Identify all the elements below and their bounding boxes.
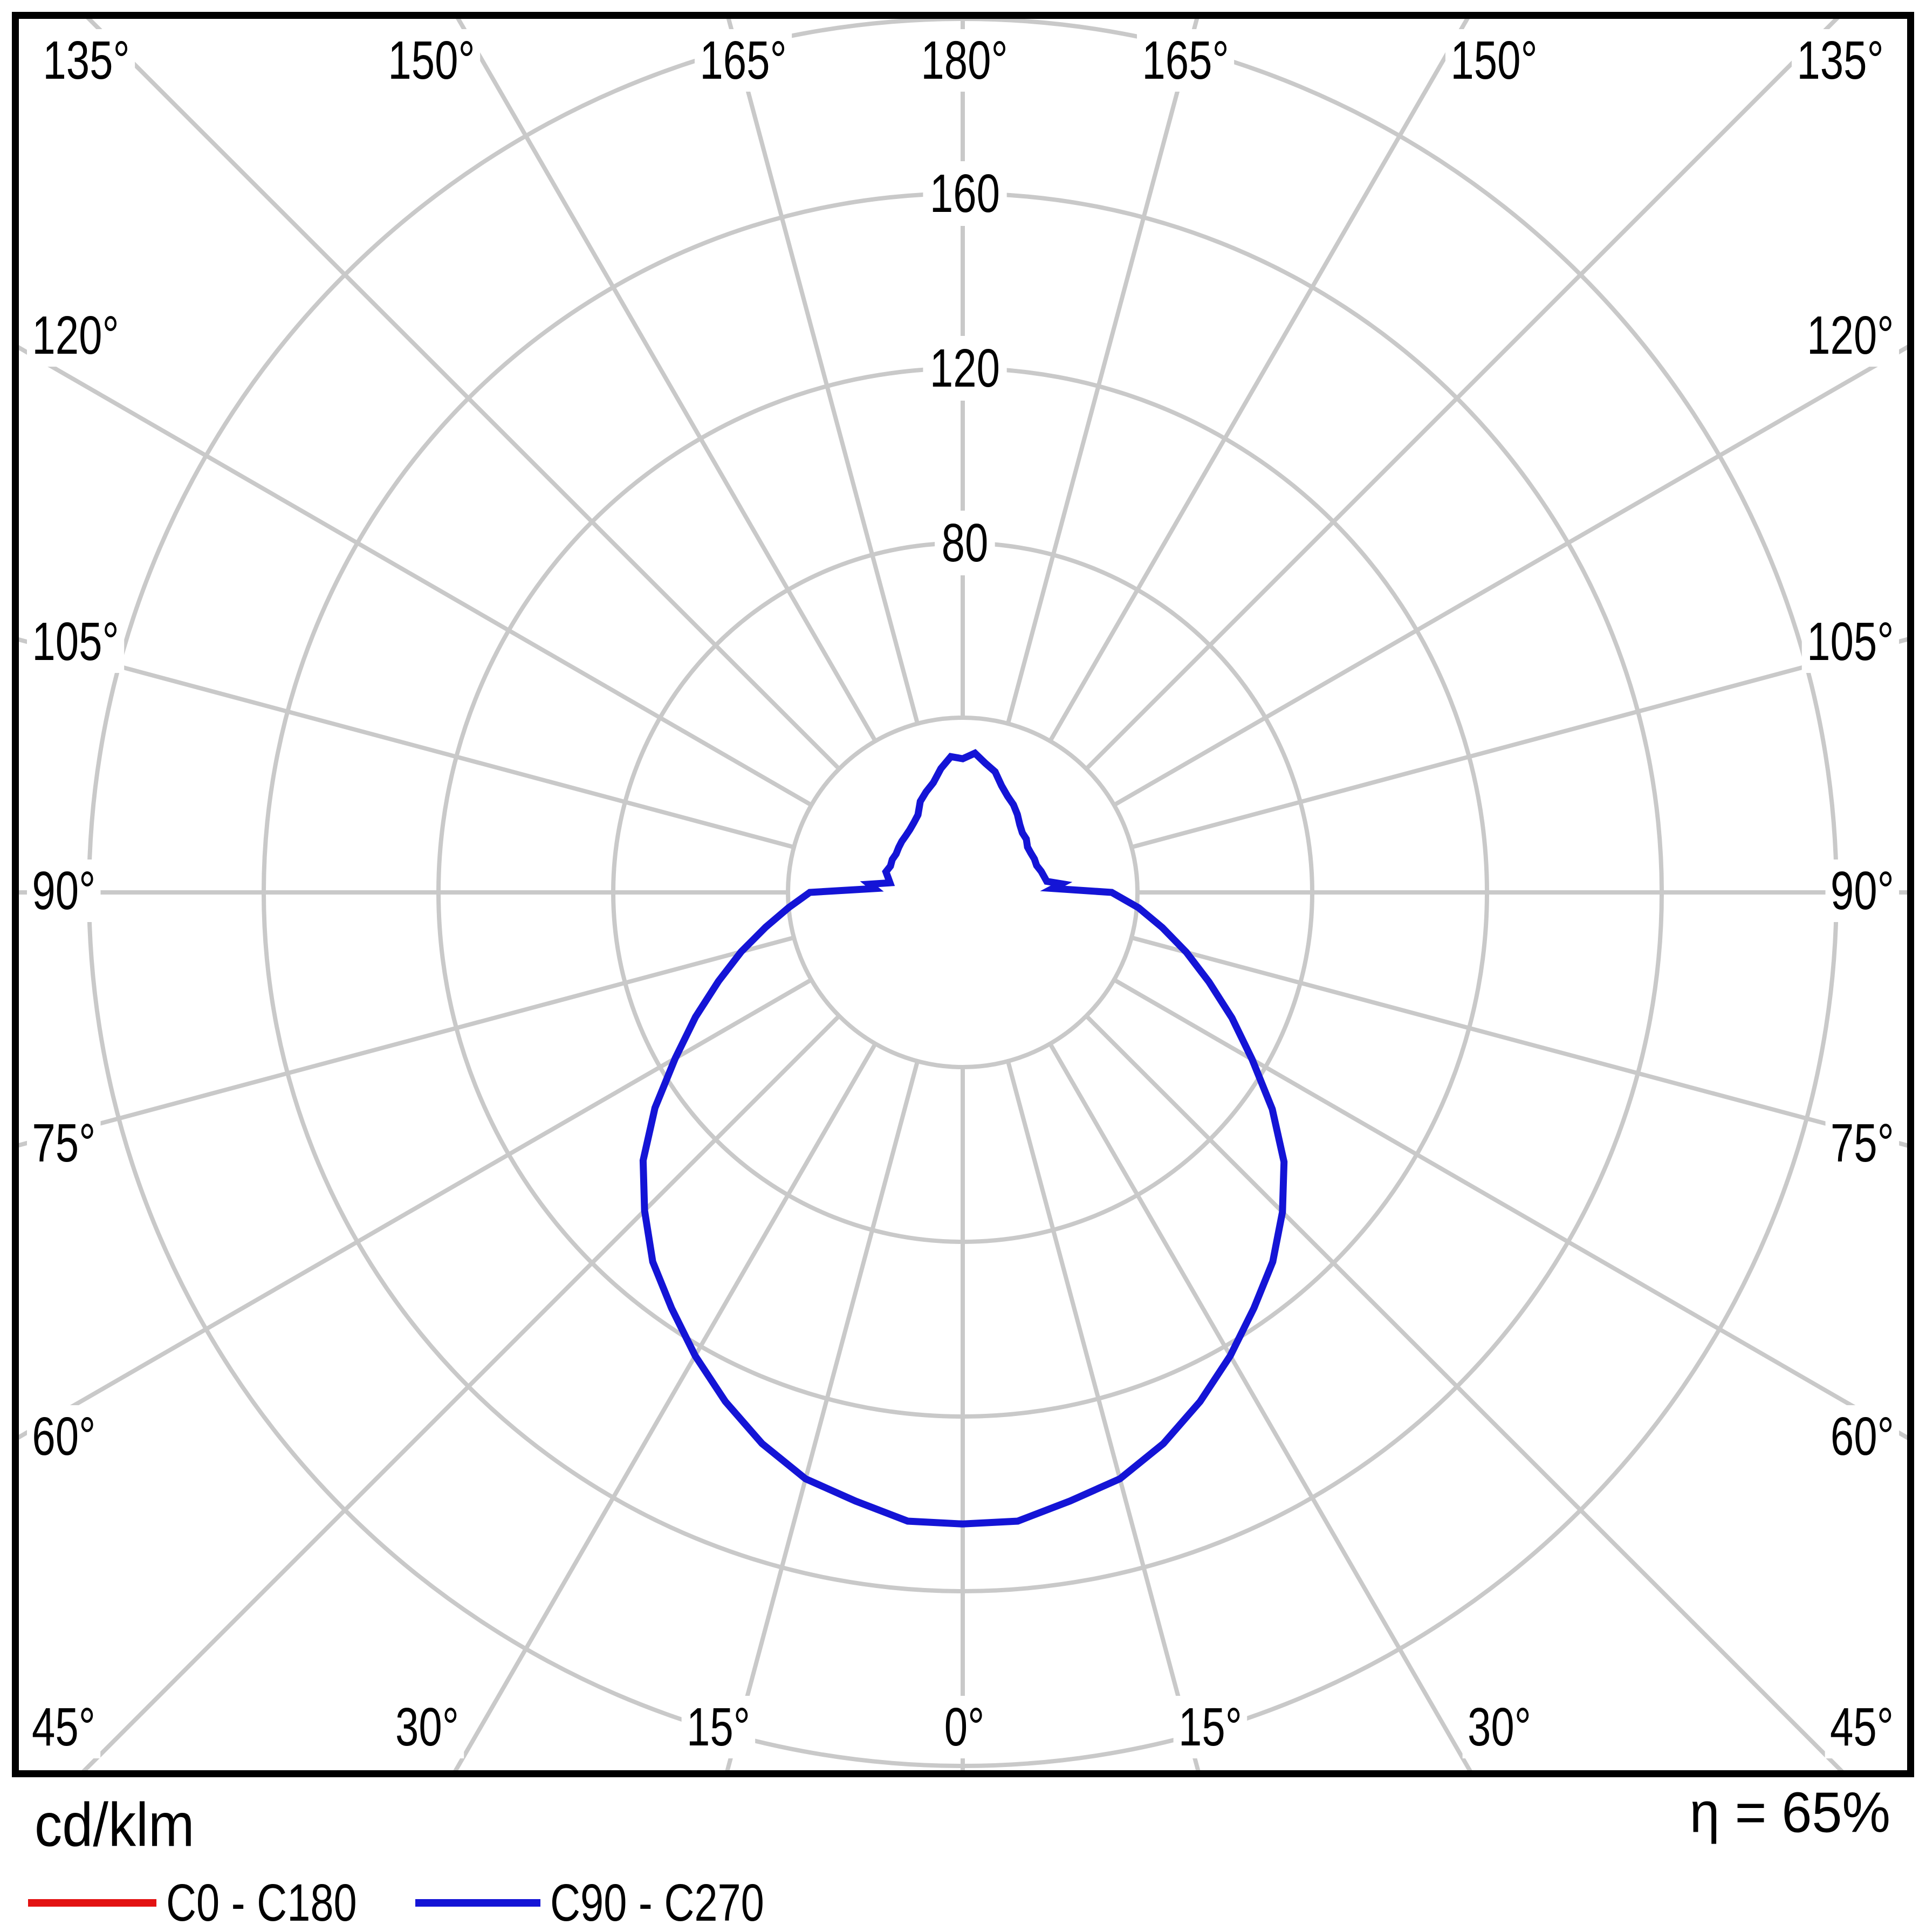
- grid-spoke-30: [1048, 1042, 1472, 1770]
- angle-label-left: 75°: [27, 1112, 101, 1174]
- grid-spoke-300: [19, 978, 813, 1440]
- plot-border: [12, 12, 1914, 1777]
- grid-spoke-285: [19, 935, 795, 1148]
- angle-label-bottom: 30°: [390, 1696, 464, 1758]
- efficiency-label: η = 65%: [1689, 1780, 1890, 1845]
- angle-label-top: 135°: [1791, 29, 1889, 92]
- legend-line-blue: [415, 1899, 540, 1907]
- grid-spoke-255: [19, 637, 795, 850]
- angle-label-left: 60°: [27, 1405, 101, 1468]
- radial-tick-label-80: 80: [935, 511, 995, 575]
- angle-label-top: 165°: [694, 29, 792, 92]
- grid-spoke-45: [1085, 1014, 1844, 1770]
- angle-label-right: 105°: [1801, 610, 1899, 673]
- legend-label-c90-c270: C90 - C270: [550, 1873, 764, 1932]
- angle-label-bottom: 15°: [1173, 1696, 1248, 1758]
- angle-label-bottom: 15°: [681, 1696, 756, 1758]
- angle-label-right: 75°: [1825, 1112, 1899, 1174]
- grid-spoke-75: [1130, 935, 1907, 1148]
- grid-spoke-150: [1048, 19, 1470, 742]
- curve-c90-c270: [639, 749, 1288, 1528]
- grid-spoke-60: [1113, 978, 1907, 1440]
- angle-label-top: 180°: [915, 29, 1013, 92]
- angle-label-left: 90°: [27, 860, 101, 922]
- radial-tick-label-120: 120: [923, 336, 1007, 401]
- angle-label-left: 105°: [27, 610, 125, 673]
- angle-label-bottom: 30°: [1462, 1696, 1537, 1758]
- grid-spoke-315: [81, 1014, 841, 1770]
- grid-spoke-15: [1005, 1060, 1201, 1770]
- angle-label-top: 150°: [382, 29, 481, 92]
- grid-spoke-120: [1113, 345, 1907, 807]
- angle-label-left: 120°: [27, 304, 125, 367]
- angle-label-bottom: 45°: [1825, 1696, 1899, 1758]
- grid-spoke-210: [456, 19, 878, 742]
- grid-spoke-240: [19, 345, 813, 807]
- unit-label: cd/klm: [35, 1791, 195, 1860]
- angle-label-right: 120°: [1801, 304, 1899, 367]
- grid-spoke-135: [1085, 19, 1840, 771]
- angle-label-bottom: 0°: [939, 1696, 990, 1758]
- legend-item-c90-c270: C90 - C270: [415, 1876, 818, 1929]
- legend-item-c0-c180: C0 - C180: [28, 1876, 405, 1929]
- angle-label-top: 135°: [37, 29, 135, 92]
- angle-label-top: 165°: [1136, 29, 1235, 92]
- grid-spoke-195: [726, 19, 920, 725]
- legend-line-red: [28, 1899, 156, 1907]
- angle-label-right: 60°: [1825, 1405, 1899, 1468]
- angle-label-right: 90°: [1825, 860, 1899, 922]
- legend-label-c0-c180: C0 - C180: [166, 1873, 357, 1932]
- grid-spoke-330: [453, 1042, 878, 1770]
- angle-label-bottom: 45°: [26, 1696, 101, 1758]
- polar-curves: [639, 749, 1288, 1528]
- grid-spoke-165: [1005, 19, 1200, 725]
- grid-spoke-105: [1130, 637, 1907, 850]
- radial-tick-label-160: 160: [923, 161, 1007, 226]
- grid-spoke-345: [725, 1060, 920, 1770]
- angle-label-top: 150°: [1445, 29, 1543, 92]
- grid-spoke-225: [86, 19, 841, 771]
